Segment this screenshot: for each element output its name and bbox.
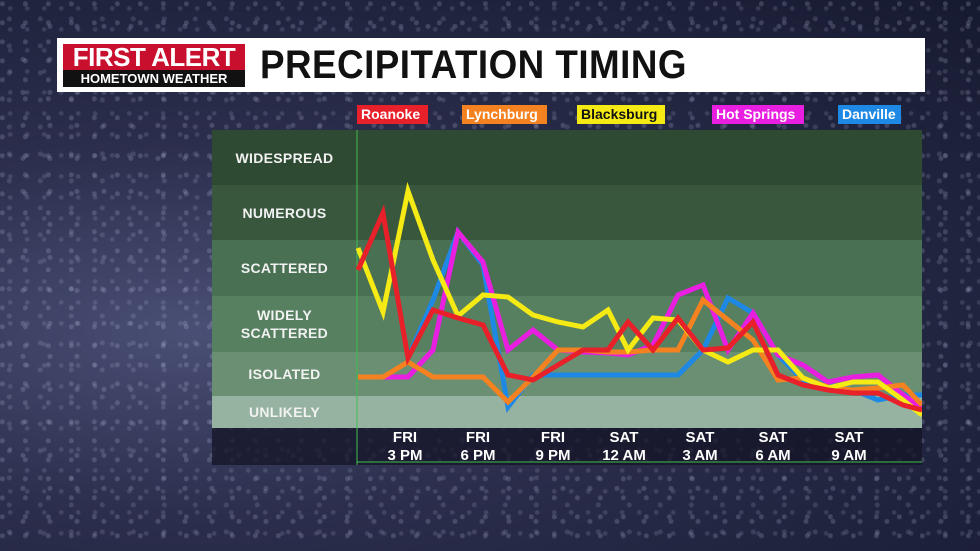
time-label: SAT 9 AM: [814, 429, 884, 465]
time-day: SAT: [758, 429, 788, 446]
time-label: SAT 6 AM: [738, 429, 808, 465]
time-day: SAT: [834, 429, 864, 446]
time-day: FRI: [465, 429, 491, 446]
time-hour: 12 AM: [602, 447, 646, 464]
time-label: FRI 3 PM: [370, 429, 440, 465]
time-hour: 3 PM: [387, 447, 423, 464]
time-axis: FRI 3 PM FRI 6 PM FRI 9 PM SAT 12 AM SAT 3 AM SAT 6…: [212, 428, 922, 465]
band-label: WIDESPREAD: [235, 149, 334, 166]
time-day: FRI: [540, 429, 566, 446]
band-scattered: SCATTERED: [212, 240, 922, 296]
band-numerous: NUMEROUS: [212, 185, 922, 240]
time-hour: 9 AM: [831, 447, 867, 464]
page-title: PRECIPITATION TIMING: [260, 43, 687, 87]
band-label: UNLIKELY: [248, 404, 321, 420]
legend-item-blacksburg: Blacksburg: [577, 105, 665, 124]
legend-item-danville: Danville: [838, 105, 901, 124]
chart-legend: Roanoke Lynchburg Blacksburg Hot Springs Dan…: [0, 105, 980, 125]
logo-bottom-text: HOMETOWN WEATHER: [63, 70, 245, 87]
logo-top-text: FIRST ALERT: [63, 44, 245, 70]
chart-plot-area: [355, 130, 922, 465]
time-label: FRI 9 PM: [518, 429, 588, 465]
precipitation-chart: WIDESPREAD NUMEROUS SCATTERED WIDELY SCATTER…: [212, 130, 922, 465]
band-label: SCATTERED: [240, 260, 329, 276]
time-day: SAT: [685, 429, 715, 446]
title-bar: FIRST ALERT HOMETOWN WEATHER PRECIPITATI…: [57, 38, 925, 92]
band-widely-scattered: WIDELY SCATTERED: [212, 296, 922, 352]
series-line-roanoke: [355, 204, 922, 413]
band-widespread: WIDESPREAD: [212, 130, 922, 185]
time-day: SAT: [609, 429, 639, 446]
time-day: FRI: [392, 429, 418, 446]
time-hour: 6 PM: [460, 447, 496, 464]
time-label: SAT 3 AM: [665, 429, 735, 465]
time-label: FRI 6 PM: [443, 429, 513, 465]
time-hour: 6 AM: [755, 447, 791, 464]
time-label: SAT 12 AM: [589, 429, 659, 465]
band-label: WIDELY SCATTERED: [240, 307, 329, 341]
band-label: NUMEROUS: [242, 204, 327, 221]
band-unlikely: UNLIKELY: [212, 396, 922, 428]
time-hour: 3 AM: [682, 447, 718, 464]
series-line-hot-springs: [383, 226, 922, 411]
first-alert-logo: FIRST ALERT HOMETOWN WEATHER: [63, 44, 245, 87]
band-label: ISOLATED: [248, 366, 321, 382]
legend-item-lynchburg: Lynchburg: [462, 105, 547, 124]
legend-item-hot-springs: Hot Springs: [712, 105, 804, 124]
legend-item-roanoke: Roanoke: [357, 105, 428, 124]
time-hour: 9 PM: [535, 447, 571, 464]
